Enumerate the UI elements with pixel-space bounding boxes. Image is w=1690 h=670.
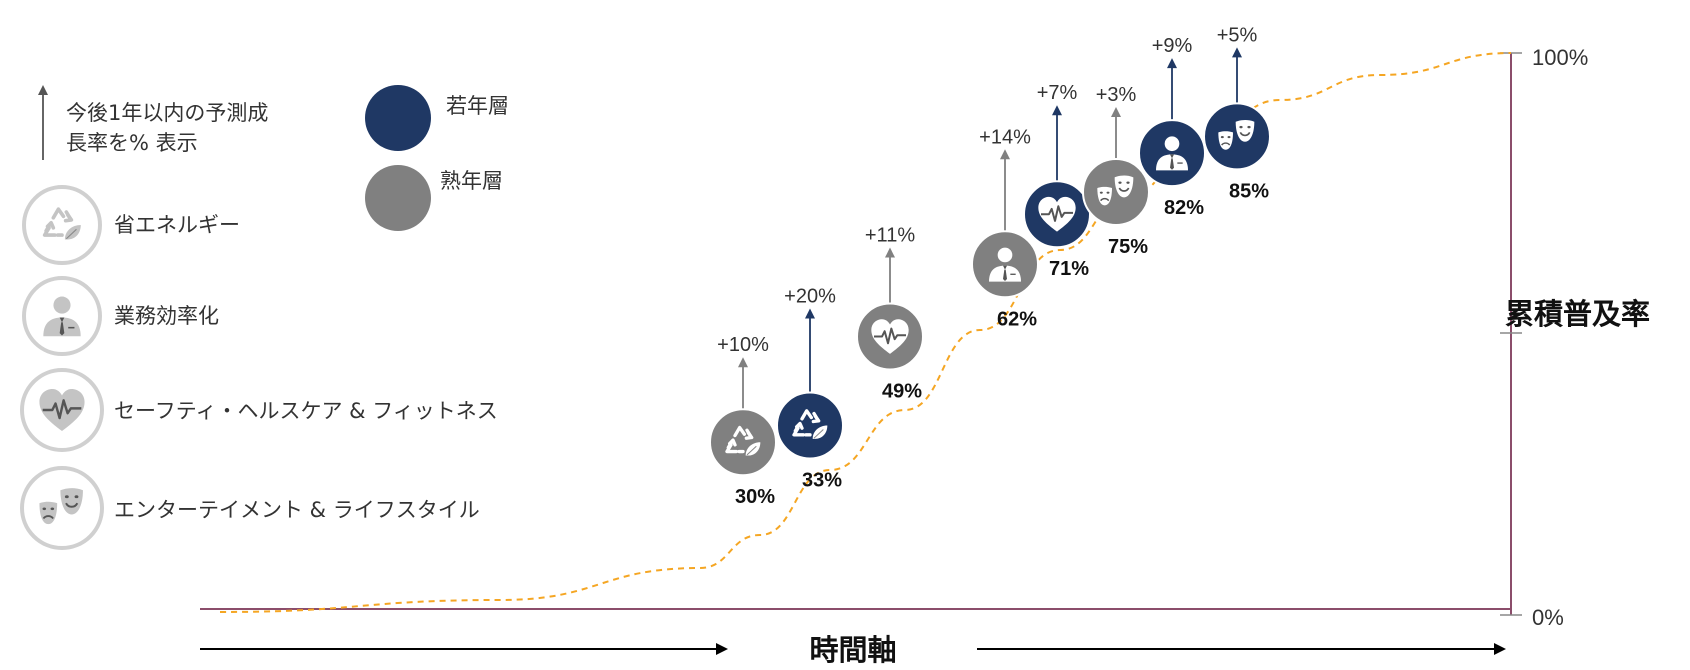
data-point-energy-young: +20% 33% <box>776 286 844 492</box>
growth-label: +3% <box>1096 84 1137 106</box>
legend-label-energy: 省エネルギー <box>114 213 240 237</box>
point-marker <box>776 391 844 460</box>
value-label: 62% <box>997 308 1037 330</box>
point-marker <box>709 408 777 477</box>
growth-arrow-sample-head <box>38 85 48 95</box>
point-marker <box>1203 102 1271 171</box>
growth-note-line-1: 今後1年以内の予測成 <box>66 101 268 125</box>
legend-label-entertainment: エンターテイメント & ライフスタイル <box>114 498 480 522</box>
data-point-energy-mature: +10% 30% <box>709 334 777 508</box>
growth-arrow-head <box>1052 105 1062 116</box>
growth-arrow-head <box>885 247 895 258</box>
y-tick-label-0: 0% <box>1532 605 1564 630</box>
growth-label: +10% <box>717 334 769 356</box>
data-point-health-young: +7% 71% <box>1023 82 1091 280</box>
x-axis-label: 時間軸 <box>809 633 896 667</box>
legend-item-health: セーフティ・ヘルスケア & フィットネス <box>20 368 498 452</box>
data-point-business-young: +9% 82% <box>1138 35 1206 219</box>
legend-label-young: 若年層 <box>446 94 509 118</box>
value-label: 71% <box>1049 258 1089 280</box>
point-marker <box>1138 119 1206 188</box>
growth-label: +20% <box>784 286 836 308</box>
legend-item-entertainment: エンターテイメント & ライフスタイル <box>20 466 480 550</box>
y-tick-label-100: 100% <box>1532 45 1588 70</box>
growth-arrow-head <box>1000 149 1010 160</box>
growth-label: +7% <box>1037 82 1078 104</box>
data-point-entertainment-mature: +3% 75% <box>1082 84 1150 258</box>
legend-label-mature: 熟年層 <box>440 169 503 193</box>
growth-arrow-head <box>1232 47 1242 58</box>
growth-arrow-head <box>1111 107 1121 117</box>
value-label: 33% <box>802 470 842 492</box>
growth-label: +5% <box>1217 24 1258 46</box>
value-label: 85% <box>1229 180 1269 202</box>
value-label: 75% <box>1108 236 1148 258</box>
legend-label-business: 業務効率化 <box>114 304 219 328</box>
growth-arrow-head <box>805 308 815 319</box>
legend-item-business: 業務効率化 <box>22 276 219 356</box>
growth-arrow-head <box>1167 58 1177 69</box>
growth-note-line-2: 長率を% 表示 <box>66 131 198 155</box>
adoption-curve <box>219 52 1512 613</box>
value-label: 82% <box>1164 197 1204 219</box>
value-label: 49% <box>882 381 922 403</box>
point-marker <box>971 230 1039 299</box>
value-label: 30% <box>735 486 775 508</box>
growth-arrow-head <box>738 357 748 368</box>
group-legend: 若年層 熟年層 <box>365 85 509 231</box>
data-point-health-mature: +11% 49% <box>856 225 924 403</box>
legend-label-health: セーフティ・ヘルスケア & フィットネス <box>114 399 498 423</box>
data-point-entertainment-young: +5% 85% <box>1203 24 1271 202</box>
growth-note-legend: 今後1年以内の予測成 長率を% 表示 <box>38 85 268 160</box>
growth-label: +9% <box>1152 35 1193 57</box>
legend-item-energy: 省エネルギー <box>22 185 240 265</box>
axes: 100% 0% 累積普及率 時間軸 <box>200 45 1650 667</box>
y-axis-label: 累積普及率 <box>1505 297 1650 331</box>
growth-label: +11% <box>865 225 915 247</box>
category-legend: 省エネルギー 業務効率化 セーフティ・ヘルスケア & フィットネス エンターテイ… <box>20 185 498 550</box>
legend-swatch-mature <box>365 165 431 231</box>
data-points: +10% 30% +20% 33% +11% 49% +14% 62% +7% 71% +3% 75%… <box>709 24 1271 508</box>
point-marker <box>1082 158 1150 226</box>
growth-label: +14% <box>979 126 1031 148</box>
data-point-business-mature: +14% 62% <box>971 126 1039 330</box>
legend-swatch-young <box>365 85 431 151</box>
